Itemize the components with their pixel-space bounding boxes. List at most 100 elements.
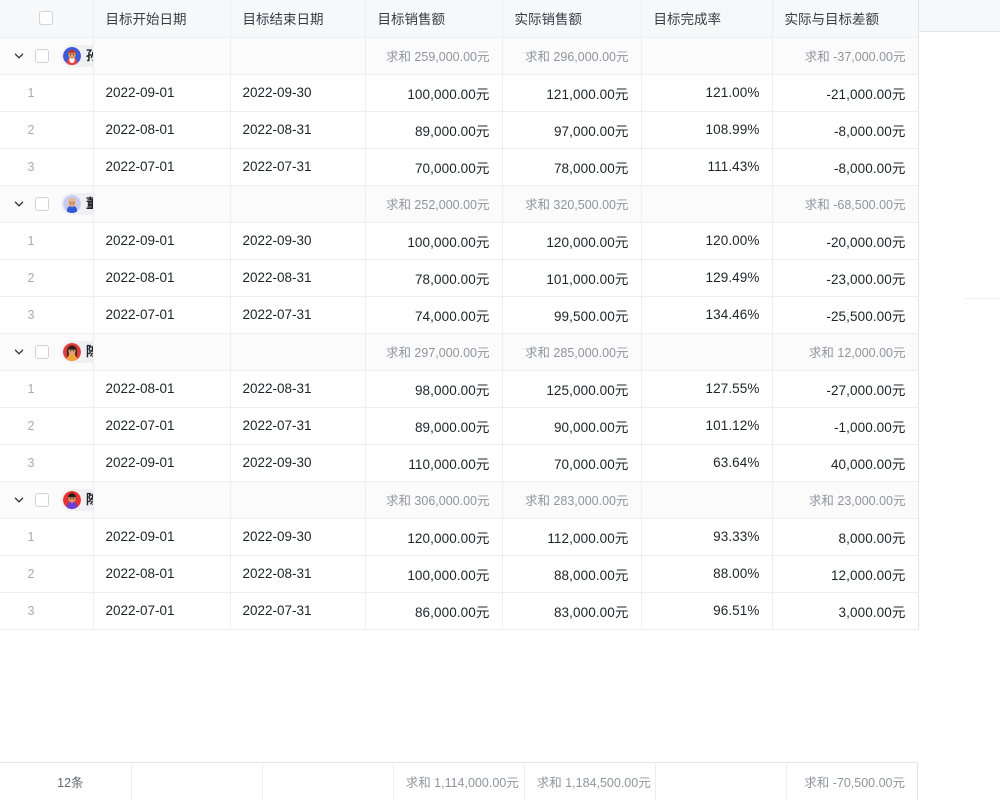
cell-actual-amount[interactable]: 88,000.00元 <box>502 555 642 593</box>
cell-end-date[interactable]: 2022-07-31 <box>230 296 366 334</box>
cell-actual-amount[interactable]: 120,000.00元 <box>502 222 642 260</box>
cell-end-date[interactable]: 2022-07-31 <box>230 148 366 186</box>
cell-completion-rate[interactable]: 108.99% <box>641 111 773 149</box>
cell-actual-amount[interactable]: 125,000.00元 <box>502 370 642 408</box>
cell-completion-rate[interactable]: 121.00% <box>641 74 773 112</box>
select-all-checkbox-wrap[interactable] <box>12 11 81 26</box>
column-header-diff[interactable]: 实际与目标差额 <box>772 0 919 38</box>
cell-target-amount[interactable]: 100,000.00元 <box>365 74 503 112</box>
cell-end-date[interactable]: 2022-09-30 <box>230 444 366 482</box>
cell-start-date[interactable]: 2022-07-01 <box>93 296 231 334</box>
cell-target-amount[interactable]: 74,000.00元 <box>365 296 503 334</box>
table-row[interactable]: 1 2022-09-01 2022-09-30 100,000.00元 121,000.… <box>0 74 919 112</box>
cell-completion-rate[interactable]: 111.43% <box>641 148 773 186</box>
cell-end-date[interactable]: 2022-07-31 <box>230 407 366 445</box>
chevron-down-icon[interactable] <box>9 342 29 362</box>
cell-completion-rate[interactable]: 101.12% <box>641 407 773 445</box>
cell-end-date[interactable]: 2022-07-31 <box>230 592 366 630</box>
cell-difference[interactable]: -21,000.00元 <box>772 74 919 112</box>
cell-difference[interactable]: -23,000.00元 <box>772 259 919 297</box>
cell-completion-rate[interactable]: 129.49% <box>641 259 773 297</box>
cell-difference[interactable]: -25,500.00元 <box>772 296 919 334</box>
person-chip[interactable]: 孙峰 <box>61 44 92 67</box>
cell-target-amount[interactable]: 120,000.00元 <box>365 518 503 556</box>
group-name-cell[interactable]: 陈竹 <box>0 333 94 371</box>
cell-end-date[interactable]: 2022-08-31 <box>230 259 366 297</box>
cell-start-date[interactable]: 2022-09-01 <box>93 74 231 112</box>
cell-end-date[interactable]: 2022-09-30 <box>230 222 366 260</box>
cell-difference[interactable]: -8,000.00元 <box>772 111 919 149</box>
cell-actual-amount[interactable]: 112,000.00元 <box>502 518 642 556</box>
group-name-cell[interactable]: 孙峰 <box>0 37 94 75</box>
table-row[interactable]: 2 2022-08-01 2022-08-31 78,000.00元 101,000.0… <box>0 259 919 297</box>
table-row[interactable]: 2 2022-07-01 2022-07-31 89,000.00元 90,000.00… <box>0 407 919 445</box>
cell-start-date[interactable]: 2022-09-01 <box>93 222 231 260</box>
table-row[interactable]: 3 2022-07-01 2022-07-31 74,000.00元 99,500.00… <box>0 296 919 334</box>
cell-target-amount[interactable]: 110,000.00元 <box>365 444 503 482</box>
cell-difference[interactable]: -1,000.00元 <box>772 407 919 445</box>
cell-end-date[interactable]: 2022-09-30 <box>230 518 366 556</box>
group-name-cell[interactable]: 陈楠 <box>0 481 94 519</box>
group-select-checkbox[interactable] <box>35 196 49 211</box>
table-row[interactable]: 1 2022-08-01 2022-08-31 98,000.00元 125,000.0… <box>0 370 919 408</box>
chevron-down-icon[interactable] <box>9 490 29 510</box>
cell-actual-amount[interactable]: 70,000.00元 <box>502 444 642 482</box>
chevron-down-icon[interactable] <box>9 46 29 66</box>
cell-target-amount[interactable]: 70,000.00元 <box>365 148 503 186</box>
cell-target-amount[interactable]: 100,000.00元 <box>365 555 503 593</box>
cell-difference[interactable]: -8,000.00元 <box>772 148 919 186</box>
person-chip[interactable]: 陈竹 <box>61 340 92 363</box>
cell-end-date[interactable]: 2022-08-31 <box>230 555 366 593</box>
table-row[interactable]: 3 2022-09-01 2022-09-30 110,000.00元 70,000.0… <box>0 444 919 482</box>
cell-start-date[interactable]: 2022-07-01 <box>93 148 231 186</box>
group-select-checkbox[interactable] <box>35 48 49 63</box>
cell-target-amount[interactable]: 98,000.00元 <box>365 370 503 408</box>
person-chip[interactable]: 董斐 <box>61 192 92 215</box>
cell-completion-rate[interactable]: 127.55% <box>641 370 773 408</box>
table-row[interactable]: 1 2022-09-01 2022-09-30 120,000.00元 112,000.… <box>0 518 919 556</box>
cell-difference[interactable]: -20,000.00元 <box>772 222 919 260</box>
cell-completion-rate[interactable]: 93.33% <box>641 518 773 556</box>
column-header-target[interactable]: 目标销售额 <box>365 0 503 38</box>
cell-target-amount[interactable]: 86,000.00元 <box>365 592 503 630</box>
column-header-rate[interactable]: 目标完成率 <box>641 0 773 38</box>
column-header-actual[interactable]: 实际销售额 <box>502 0 642 38</box>
cell-actual-amount[interactable]: 99,500.00元 <box>502 296 642 334</box>
cell-target-amount[interactable]: 89,000.00元 <box>365 111 503 149</box>
group-select-checkbox[interactable] <box>35 492 49 507</box>
cell-end-date[interactable]: 2022-08-31 <box>230 111 366 149</box>
cell-end-date[interactable]: 2022-09-30 <box>230 74 366 112</box>
column-header-end-date[interactable]: 目标结束日期 <box>230 0 366 38</box>
table-row[interactable]: 3 2022-07-01 2022-07-31 86,000.00元 83,000.00… <box>0 592 919 630</box>
cell-completion-rate[interactable]: 63.64% <box>641 444 773 482</box>
table-row[interactable]: 1 2022-09-01 2022-09-30 100,000.00元 120,000.… <box>0 222 919 260</box>
cell-start-date[interactable]: 2022-08-01 <box>93 370 231 408</box>
cell-difference[interactable]: 3,000.00元 <box>772 592 919 630</box>
cell-start-date[interactable]: 2022-07-01 <box>93 407 231 445</box>
cell-target-amount[interactable]: 100,000.00元 <box>365 222 503 260</box>
group-select-checkbox[interactable] <box>35 344 49 359</box>
column-header-start-date[interactable]: 目标开始日期 <box>93 0 231 38</box>
cell-actual-amount[interactable]: 121,000.00元 <box>502 74 642 112</box>
cell-completion-rate[interactable]: 120.00% <box>641 222 773 260</box>
cell-actual-amount[interactable]: 90,000.00元 <box>502 407 642 445</box>
cell-completion-rate[interactable]: 88.00% <box>641 555 773 593</box>
cell-difference[interactable]: -27,000.00元 <box>772 370 919 408</box>
cell-target-amount[interactable]: 89,000.00元 <box>365 407 503 445</box>
cell-start-date[interactable]: 2022-09-01 <box>93 444 231 482</box>
cell-difference[interactable]: 8,000.00元 <box>772 518 919 556</box>
chevron-down-icon[interactable] <box>9 194 29 214</box>
group-name-cell[interactable]: 董斐 <box>0 185 94 223</box>
table-row[interactable]: 2 2022-08-01 2022-08-31 89,000.00元 97,000.00… <box>0 111 919 149</box>
cell-start-date[interactable]: 2022-08-01 <box>93 555 231 593</box>
cell-target-amount[interactable]: 78,000.00元 <box>365 259 503 297</box>
cell-actual-amount[interactable]: 78,000.00元 <box>502 148 642 186</box>
person-chip[interactable]: 陈楠 <box>61 488 92 511</box>
cell-start-date[interactable]: 2022-07-01 <box>93 592 231 630</box>
cell-completion-rate[interactable]: 96.51% <box>641 592 773 630</box>
cell-actual-amount[interactable]: 83,000.00元 <box>502 592 642 630</box>
